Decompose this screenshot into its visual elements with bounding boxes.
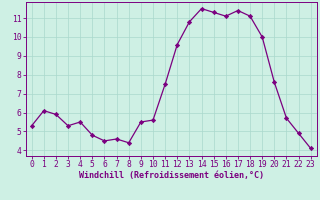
X-axis label: Windchill (Refroidissement éolien,°C): Windchill (Refroidissement éolien,°C) (79, 171, 264, 180)
